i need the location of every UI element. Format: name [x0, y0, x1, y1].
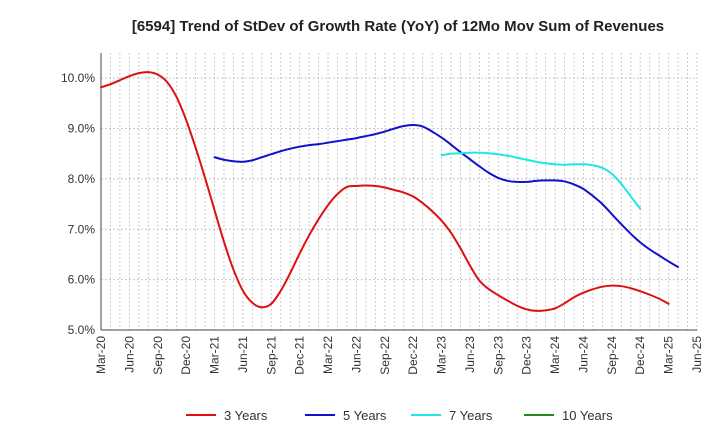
legend-item-10-years: 10 Years: [524, 408, 613, 423]
y-tick-label: 7.0%: [68, 222, 96, 236]
x-tick-label: Mar-22: [321, 336, 335, 374]
series-line-7-years: [440, 151, 642, 210]
x-tick-label: Sep-22: [378, 336, 392, 375]
x-tick-label: Jun-24: [576, 336, 590, 373]
x-tick-label: Jun-21: [236, 336, 250, 373]
x-tick-label: Sep-24: [605, 336, 619, 375]
legend-item-3-years: 3 Years: [186, 408, 268, 423]
x-tick-label: Mar-25: [662, 336, 676, 374]
y-tick-label: 10.0%: [61, 71, 95, 85]
legend-item-7-years: 7 Years: [411, 408, 493, 423]
x-tick-label: Jun-20: [122, 336, 136, 373]
x-tick-label: Mar-23: [435, 336, 449, 374]
x-tick-label: Sep-21: [264, 336, 278, 375]
x-tick-label: Mar-21: [208, 336, 222, 374]
x-tick-label: Sep-23: [491, 336, 505, 375]
y-tick-label: 6.0%: [68, 273, 96, 287]
series-line-3-years: [100, 71, 670, 312]
y-tick-label: 5.0%: [68, 323, 96, 337]
y-tick-label: 9.0%: [68, 122, 96, 136]
chart-title: [6594] Trend of StDev of Growth Rate (Yo…: [132, 18, 664, 35]
y-tick-label: 8.0%: [68, 172, 96, 186]
x-tick-label: Dec-20: [179, 336, 193, 375]
x-tick-label: Dec-24: [633, 336, 647, 375]
x-tick-label: Dec-23: [520, 336, 534, 375]
legend-label: 10 Years: [562, 408, 613, 423]
x-tick-label: Mar-20: [94, 336, 108, 374]
x-tick-label: Jun-25: [690, 336, 704, 373]
legend-label: 5 Years: [343, 408, 387, 423]
axes: 5.0% 6.0% 7.0% 8.0% 9.0% 10.0% Mar-20 Jun-20 Sep…: [61, 53, 704, 375]
legend: 3 Years 5 Years 7 Years 10 Years: [186, 408, 613, 423]
x-tick-label: Jun-23: [463, 336, 477, 373]
x-tick-label: Mar-24: [548, 336, 562, 374]
legend-item-5-years: 5 Years: [305, 408, 387, 423]
legend-label: 7 Years: [449, 408, 493, 423]
x-tick-label: Jun-22: [349, 336, 363, 373]
x-tick-label: Dec-21: [293, 336, 307, 375]
x-tick-label: Sep-20: [151, 336, 165, 375]
legend-label: 3 Years: [224, 408, 268, 423]
series-line-5-years: [213, 124, 680, 269]
series-lines: [100, 71, 680, 312]
x-tick-label: Dec-22: [406, 336, 420, 375]
